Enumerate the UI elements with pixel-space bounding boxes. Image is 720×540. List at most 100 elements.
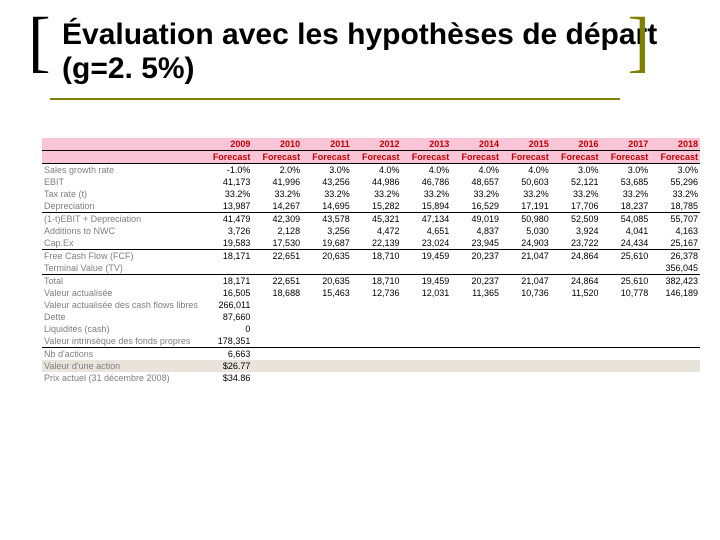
cell-value: 18,237 — [600, 200, 650, 213]
cell-value: 41,479 — [203, 213, 253, 226]
cell-value: $26.77 — [203, 360, 253, 372]
cell-value — [501, 372, 551, 384]
cell-value: 11,365 — [451, 287, 501, 299]
cell-value: 26,378 — [650, 250, 700, 263]
row-label: EBIT — [42, 176, 203, 188]
row-label: Valeur actualisée — [42, 287, 203, 299]
cell-value: 19,459 — [402, 275, 452, 288]
cell-value: 33.2% — [402, 188, 452, 200]
row-label: Valeur d'une action — [42, 360, 203, 372]
cell-value: 15,282 — [352, 200, 402, 213]
table-row: Valeur actualisée16,50518,68815,46312,73… — [42, 287, 700, 299]
cell-value: 17,191 — [501, 200, 551, 213]
cell-value: 41,173 — [203, 176, 253, 188]
cell-value — [451, 323, 501, 335]
cell-value — [252, 335, 302, 348]
table-row: Prix actuel (31 décembre 2008)$34.86 — [42, 372, 700, 384]
valuation-table: 2009 2010 2011 2012 2013 2014 2015 2016 … — [42, 138, 700, 384]
cell-value — [551, 299, 601, 311]
table-row: (1-t)EBIT + Depreciation41,47942,30943,5… — [42, 213, 700, 226]
table-row: Total18,17122,65120,63518,71019,45920,23… — [42, 275, 700, 288]
cell-value: 4.0% — [501, 164, 551, 177]
cell-value: 15,463 — [302, 287, 352, 299]
cell-value: 4,837 — [451, 225, 501, 237]
cell-value: 10,778 — [600, 287, 650, 299]
year-2016: 2016 — [551, 138, 601, 151]
cell-value: 0 — [203, 323, 253, 335]
cell-value — [302, 360, 352, 372]
cell-value — [252, 299, 302, 311]
cell-value — [451, 335, 501, 348]
valuation-table-wrap: 2009 2010 2011 2012 2013 2014 2015 2016 … — [42, 138, 700, 384]
cell-value — [551, 372, 601, 384]
cell-value: 4.0% — [402, 164, 452, 177]
cell-value: 23,024 — [402, 237, 452, 250]
cell-value: 4,472 — [352, 225, 402, 237]
cell-value — [252, 323, 302, 335]
cell-value — [501, 299, 551, 311]
cell-value — [501, 323, 551, 335]
cell-value: 14,267 — [252, 200, 302, 213]
cell-value — [600, 335, 650, 348]
cell-value: 6,663 — [203, 348, 253, 361]
row-label: (1-t)EBIT + Depreciation — [42, 213, 203, 226]
cell-value: 22,651 — [252, 275, 302, 288]
year-2012: 2012 — [352, 138, 402, 151]
year-2011: 2011 — [302, 138, 352, 151]
row-label: Tax rate (t) — [42, 188, 203, 200]
row-label: Terminal Value (TV) — [42, 262, 203, 275]
cell-value — [203, 262, 253, 275]
cell-value: 25,167 — [650, 237, 700, 250]
cell-value: 52,121 — [551, 176, 601, 188]
cell-value: 53,685 — [600, 176, 650, 188]
row-label: Dette — [42, 311, 203, 323]
cell-value — [451, 360, 501, 372]
cell-value: 44,986 — [352, 176, 402, 188]
cell-value — [451, 311, 501, 323]
table-row: Liquidités (cash)0 — [42, 323, 700, 335]
cell-value: 17,706 — [551, 200, 601, 213]
cell-value: 21,047 — [501, 250, 551, 263]
cell-value: 4,041 — [600, 225, 650, 237]
cell-value — [302, 299, 352, 311]
cell-value: 15,894 — [402, 200, 452, 213]
cell-value: 23,722 — [551, 237, 601, 250]
year-2018: 2018 — [650, 138, 700, 151]
cell-value: 10,736 — [501, 287, 551, 299]
cell-value — [551, 335, 601, 348]
cell-value: 4.0% — [451, 164, 501, 177]
cell-value: 18,171 — [203, 275, 253, 288]
row-label: Depreciation — [42, 200, 203, 213]
cell-value — [302, 335, 352, 348]
cell-value — [551, 262, 601, 275]
year-2009: 2009 — [203, 138, 253, 151]
cell-value — [501, 348, 551, 361]
cell-value — [650, 372, 700, 384]
cell-value — [402, 372, 452, 384]
cell-value — [650, 348, 700, 361]
cell-value — [402, 360, 452, 372]
cell-value — [352, 262, 402, 275]
cell-value — [600, 372, 650, 384]
table-row: Sales growth rate-1.0%2.0%3.0%4.0%4.0%4.… — [42, 164, 700, 177]
cell-value — [352, 348, 402, 361]
cell-value: 20,635 — [302, 250, 352, 263]
cell-value — [600, 262, 650, 275]
row-label: Sales growth rate — [42, 164, 203, 177]
table-row: Depreciation13,98714,26714,69515,28215,8… — [42, 200, 700, 213]
cell-value: 33.2% — [203, 188, 253, 200]
cell-value: 24,434 — [600, 237, 650, 250]
year-2014: 2014 — [451, 138, 501, 151]
cell-value: 55,707 — [650, 213, 700, 226]
cell-value — [352, 311, 402, 323]
cell-value: 2,128 — [252, 225, 302, 237]
cell-value: 14,695 — [302, 200, 352, 213]
cell-value — [302, 311, 352, 323]
cell-value: 5,030 — [501, 225, 551, 237]
cell-value: 49,019 — [451, 213, 501, 226]
cell-value: 16,529 — [451, 200, 501, 213]
cell-value: 33.2% — [352, 188, 402, 200]
cell-value: 47,134 — [402, 213, 452, 226]
cell-value — [402, 311, 452, 323]
cell-value — [650, 311, 700, 323]
